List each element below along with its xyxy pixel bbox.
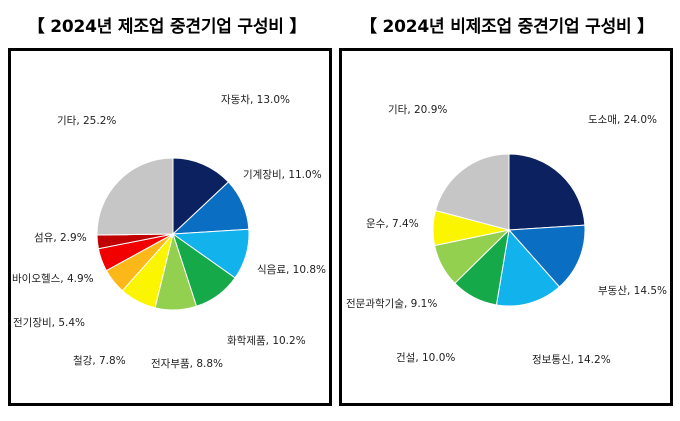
nonmfg-label-ict: 정보통신, 14.2% <box>532 354 611 366</box>
mfg-label-steel: 철강, 7.8% <box>73 355 126 367</box>
nonmfg-slice-other <box>434 153 510 231</box>
mfg-label-electronic-parts: 전자부품, 8.8% <box>151 358 223 370</box>
nonmfg-label-construction: 건설, 10.0% <box>396 352 455 364</box>
nonmfg-label-transportation: 운수, 7.4% <box>366 218 419 230</box>
nonmfg-slice-wholesale-retail <box>508 153 586 231</box>
mfg-slice-automobile <box>172 157 230 236</box>
non-manufacturing-pie-chart: 도소매, 24.0% 부동산, 14.5% 정보통신, 14.2% 건설, 10.0%… <box>346 104 667 366</box>
mfg-slice-other <box>96 157 174 236</box>
nonmfg-label-professional-science: 전문과학기술, 9.1% <box>346 298 437 310</box>
manufacturing-pie-frame: 자동차, 13.0% 기계장비, 11.0% 식음료, 10.8% 화학제품, 10.… <box>8 48 332 406</box>
right-chart-title: 【 2024년 비제조업 중견기업 구성비 】 <box>360 17 654 37</box>
mfg-label-electrical-equipment: 전기장비, 5.4% <box>13 317 85 329</box>
mfg-label-bio-health: 바이오헬스, 4.9% <box>12 273 94 285</box>
manufacturing-pie-chart: 자동차, 13.0% 기계장비, 11.0% 식음료, 10.8% 화학제품, 10.… <box>12 94 326 370</box>
nonmfg-label-real-estate: 부동산, 14.5% <box>598 285 667 297</box>
left-chart-title: 【 2024년 제조업 중견기업 구성비 】 <box>27 17 307 37</box>
mfg-label-other: 기타, 25.2% <box>57 115 116 127</box>
mfg-label-food-beverage: 식음료, 10.8% <box>257 264 326 276</box>
mfg-label-textiles: 섬유, 2.9% <box>34 232 87 244</box>
mfg-label-automobile: 자동차, 13.0% <box>221 94 290 106</box>
nonmfg-slice-real-estate <box>507 224 586 288</box>
mfg-label-machinery: 기계장비, 11.0% <box>243 169 322 181</box>
nonmfg-slice-ict <box>495 228 561 307</box>
mfg-label-chemicals: 화학제품, 10.2% <box>227 335 306 347</box>
nonmfg-label-other: 기타, 20.9% <box>388 104 447 116</box>
nonmfg-label-wholesale-retail: 도소매, 24.0% <box>588 114 657 126</box>
non-manufacturing-pie-frame: 도소매, 24.0% 부동산, 14.5% 정보통신, 14.2% 건설, 10.0%… <box>339 48 673 406</box>
